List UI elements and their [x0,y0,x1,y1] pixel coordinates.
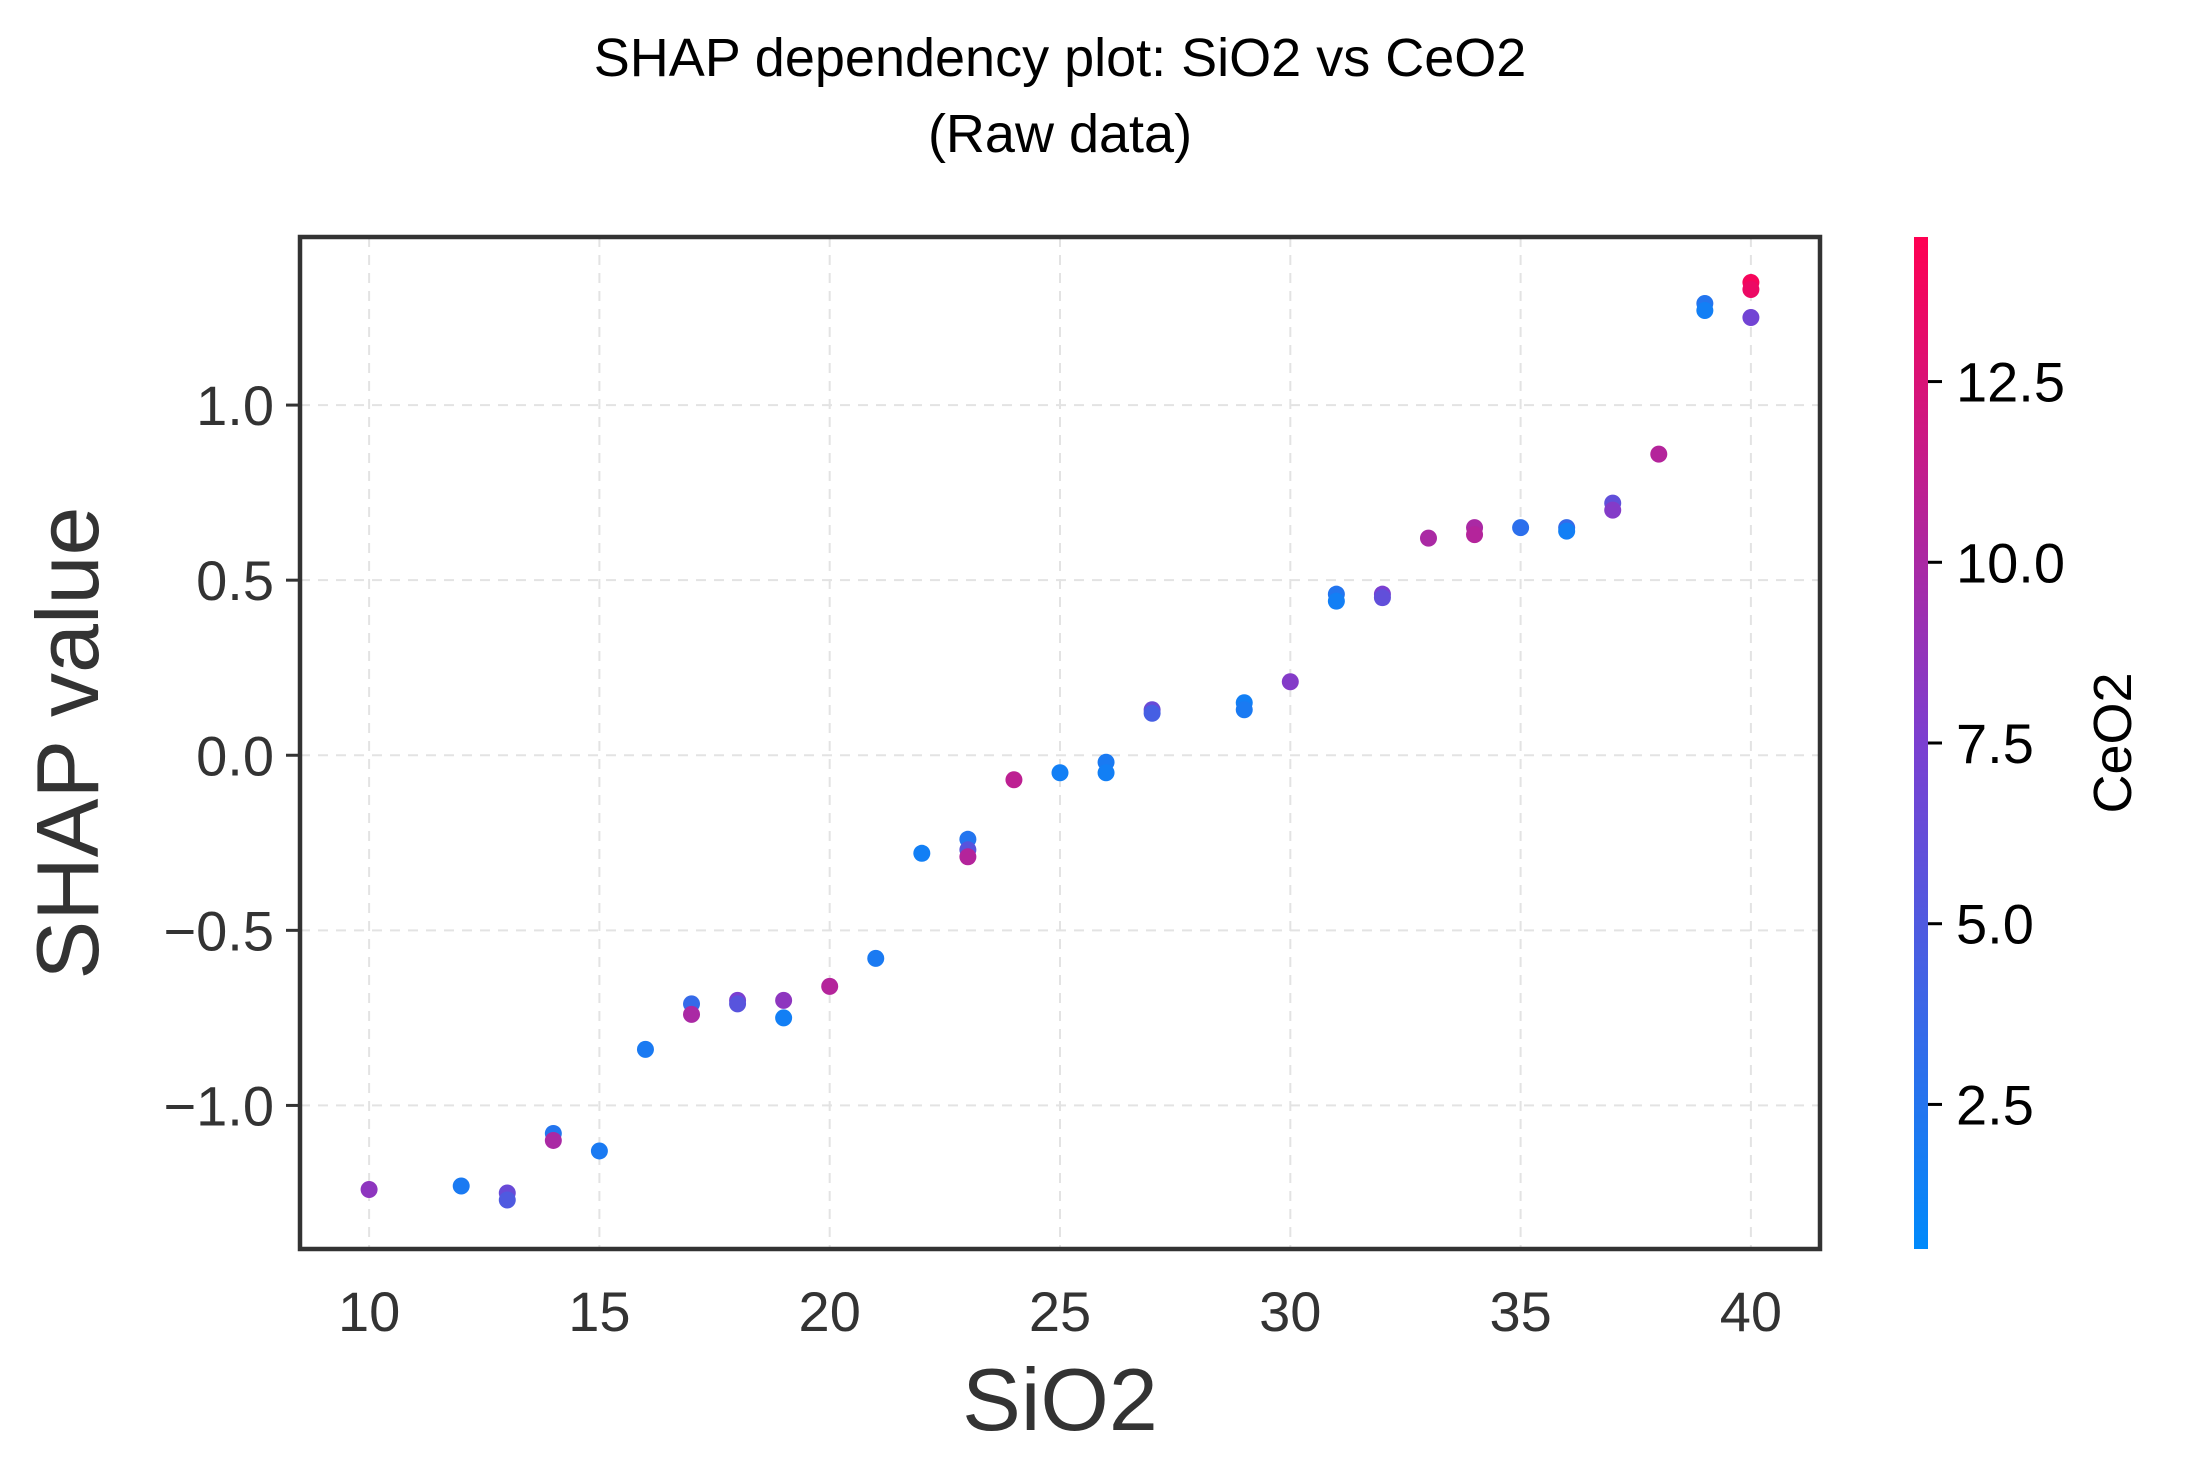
colorbar-tick-label: 10.0 [1956,531,2065,594]
x-axis-label: SiO2 [962,1350,1158,1449]
x-tick-label: 15 [568,1280,630,1343]
scatter-point [867,949,885,967]
scatter-point [590,1142,608,1160]
x-tick-label: 10 [338,1280,400,1343]
scatter-point [1281,673,1299,691]
scatter-point [544,1131,562,1149]
scatter-point [1742,309,1760,327]
y-tick-label: 0.0 [196,724,274,787]
colorbar-ticks: 2.5 5.0 7.5 10.0 12.5 [1928,351,2065,1136]
y-tick-label: 0.5 [196,549,274,612]
colorbar-tick-label: 2.5 [1956,1073,2034,1136]
scatter-point [1143,704,1161,722]
scatter-point [636,1040,654,1058]
scatter-point [452,1177,470,1195]
scatter-point [360,1180,378,1198]
scatter-point [1604,501,1622,519]
scatter-point [1235,701,1253,719]
chart-subtitle: (Raw data) [928,104,1192,164]
scatter-point [959,848,977,866]
scatter-point [1466,526,1484,544]
colorbar-tick-label: 7.5 [1956,712,2034,775]
x-tick-label: 40 [1720,1280,1782,1343]
y-tick-label: −0.5 [163,899,274,962]
x-tick-label: 20 [799,1280,861,1343]
grid-lines [300,237,1820,1249]
scatter-point [1419,529,1437,547]
scatter-point [1512,519,1530,537]
colorbar-tick-label: 12.5 [1956,351,2065,414]
scatter-point [775,1009,793,1027]
scatter-point [1005,771,1023,789]
scatter-point [729,995,747,1013]
x-axis-ticks: 10 15 20 25 30 35 40 [338,1280,1782,1343]
scatter-point [1051,764,1069,782]
colorbar-label: CeO2 [2083,672,2143,813]
scatter-point [1696,302,1714,320]
scatter-point [1097,764,1115,782]
scatter-points [360,274,1760,1209]
y-tick-label: 1.0 [196,374,274,437]
chart-title: SHAP dependency plot: SiO2 vs CeO2 [594,28,1527,88]
x-tick-label: 35 [1489,1280,1551,1343]
scatter-point [1373,589,1391,607]
y-tick-label: −1.0 [163,1074,274,1137]
colorbar [1914,237,1928,1249]
y-axis-ticks: −1.0 −0.5 0.0 0.5 1.0 [163,374,300,1137]
scatter-point [1650,445,1668,463]
plot-frame [297,234,1823,1252]
scatter-point [821,977,839,995]
scatter-point [498,1191,516,1209]
colorbar-tick-label: 5.0 [1956,893,2034,956]
x-tick-label: 30 [1259,1280,1321,1343]
scatter-point [683,1005,701,1023]
y-axis-label: SHAP value [18,507,117,980]
scatter-point [775,991,793,1009]
scatter-point [1558,522,1576,540]
x-tick-label: 25 [1029,1280,1091,1343]
scatter-point [1327,592,1345,610]
scatter-point [913,844,931,862]
scatter-point [1742,281,1760,299]
